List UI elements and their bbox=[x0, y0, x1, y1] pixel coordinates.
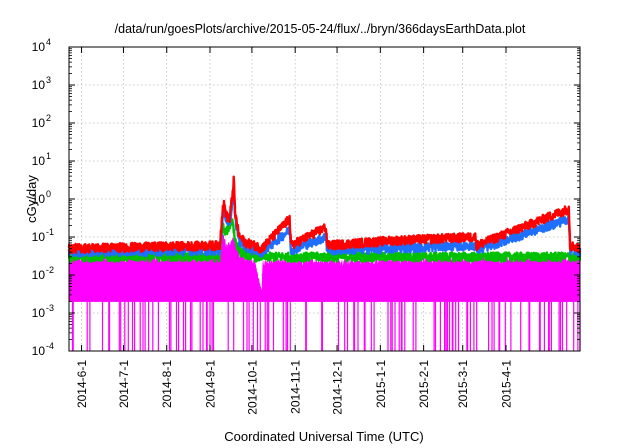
x-tick-label: 2015-2-1 bbox=[417, 360, 431, 408]
x-tick-label: 2014-9-1 bbox=[204, 360, 218, 408]
x-tick-label: 2014-10-1 bbox=[245, 360, 259, 415]
y-tick-exponent: 3 bbox=[46, 75, 51, 85]
x-tick-label: 2014-7-1 bbox=[117, 360, 131, 408]
y-tick-label: 10 bbox=[32, 268, 46, 282]
y-tick-label: 10 bbox=[32, 78, 46, 92]
x-tick-label: 2015-4-1 bbox=[500, 360, 514, 408]
y-tick-label: 10 bbox=[32, 116, 46, 130]
chart-title: /data/run/goesPlots/archive/2015-05-24/f… bbox=[115, 22, 526, 36]
x-tick-label: 2014-6-1 bbox=[75, 360, 89, 408]
series-dropouts bbox=[71, 301, 581, 351]
y-tick-label: 10 bbox=[32, 230, 46, 244]
y-tick-exponent: -3 bbox=[46, 303, 54, 313]
y-tick-exponent: -2 bbox=[46, 265, 54, 275]
x-axis-label: Coordinated Universal Time (UTC) bbox=[224, 429, 423, 444]
y-tick-label: 10 bbox=[32, 40, 46, 54]
x-tick-label: 2015-1-1 bbox=[374, 360, 388, 408]
y-tick-exponent: 2 bbox=[46, 113, 51, 123]
y-tick-exponent: 1 bbox=[46, 151, 51, 161]
series-line bbox=[67, 175, 582, 255]
y-tick-label: 10 bbox=[32, 344, 46, 358]
x-tick-label: 2014-8-1 bbox=[160, 360, 174, 408]
x-tick-label: 2015-3-1 bbox=[456, 360, 470, 408]
x-tick-label: 2014-11-1 bbox=[289, 360, 303, 414]
y-tick-label: 10 bbox=[32, 154, 46, 168]
y-tick-label: 10 bbox=[32, 306, 46, 320]
y-tick-exponent: -1 bbox=[46, 227, 54, 237]
y-axis-label: cGy/day bbox=[24, 175, 39, 223]
series-0 bbox=[67, 175, 582, 255]
y-tick-label: 10 bbox=[32, 192, 46, 206]
y-tick-exponent: 0 bbox=[46, 189, 51, 199]
y-tick-exponent: -4 bbox=[46, 341, 54, 351]
y-tick-exponent: 4 bbox=[46, 37, 51, 47]
x-tick-label: 2014-12-1 bbox=[331, 360, 345, 415]
plot-area bbox=[67, 175, 582, 351]
